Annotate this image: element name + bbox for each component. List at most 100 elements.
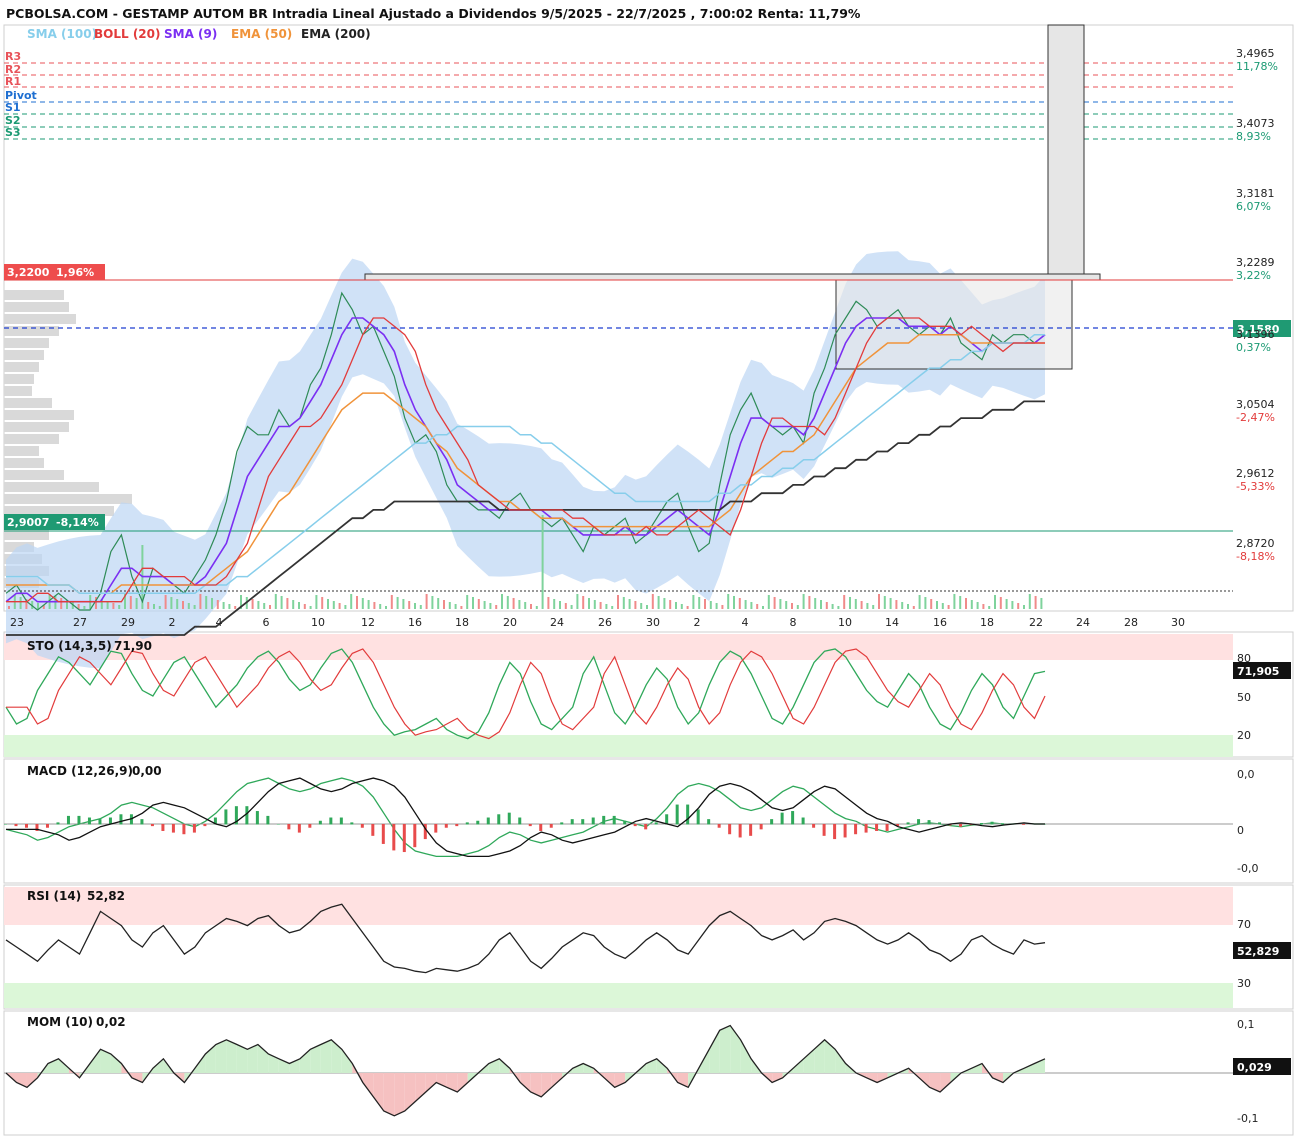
volume-bar xyxy=(808,596,811,609)
ind-mom-fill xyxy=(404,1073,416,1111)
ind-mom-fill xyxy=(572,1063,584,1073)
x-tick-5: 6 xyxy=(263,616,270,629)
high-tag-pct: 1,96% xyxy=(56,266,94,279)
price-tick-pct-6: -5,33% xyxy=(1236,480,1275,493)
volume-bar xyxy=(611,606,614,609)
ind-mom-fill xyxy=(289,1058,300,1073)
volume-bar xyxy=(106,601,109,609)
volume-bar xyxy=(825,602,828,609)
volume-bar xyxy=(153,604,155,609)
ind-mom-fill xyxy=(131,1073,143,1083)
ind-macd-hist xyxy=(927,820,931,825)
ind-macd-hist xyxy=(801,817,805,825)
volume-bar xyxy=(164,595,167,609)
rsi-label: RSI (14) xyxy=(27,889,81,903)
ind-mom-fill xyxy=(740,1039,752,1073)
volume-bar xyxy=(286,598,289,609)
ind-mom-fill xyxy=(814,1039,825,1073)
volume-bar xyxy=(60,598,63,609)
legend-sma9: SMA (9) xyxy=(164,27,217,41)
pivot-lines xyxy=(4,62,1233,140)
volume-bar xyxy=(646,605,648,609)
volume-bar xyxy=(756,604,759,609)
price-tick-4: 3,1396 xyxy=(1236,328,1275,341)
pivot-label-s2: S2 xyxy=(5,114,21,127)
volume-bar xyxy=(187,603,190,609)
last-tag-value: 3,1580 xyxy=(1237,323,1280,336)
volume-bar xyxy=(698,597,701,609)
sto-oversold-band xyxy=(4,735,1233,757)
ind-macd-hist xyxy=(749,824,753,836)
volume-profile-bar-0 xyxy=(4,290,64,300)
x-tick-23: 28 xyxy=(1124,616,1138,629)
ind-macd-hist xyxy=(66,815,70,825)
volume-bar xyxy=(715,603,718,609)
volume-bar xyxy=(385,606,387,609)
volume-bar xyxy=(234,606,237,609)
ind-mom-fill xyxy=(803,1049,815,1073)
volume-bar xyxy=(350,594,353,609)
volume-bar xyxy=(883,596,886,609)
ind-macd-hist xyxy=(203,824,207,827)
volume-bar xyxy=(448,602,451,609)
volume-bar xyxy=(947,605,950,609)
volume-bar xyxy=(1023,605,1025,609)
ind-macd-hist xyxy=(654,822,658,825)
volume-bar xyxy=(622,597,625,609)
ind-macd-hist xyxy=(339,817,343,825)
volume-bar xyxy=(976,602,979,609)
volume-bar xyxy=(402,599,405,609)
ind-macd-hist xyxy=(906,822,910,825)
ind-mom-fill xyxy=(656,1058,668,1073)
volume-bar xyxy=(292,600,295,609)
ind-macd-hist xyxy=(528,824,532,827)
volume-bar xyxy=(930,599,933,609)
ind-macd-hist xyxy=(77,815,81,825)
ind-macd-hist xyxy=(413,824,417,848)
ind-macd-hist xyxy=(234,806,238,825)
volume-bar xyxy=(820,600,822,609)
volume-bar xyxy=(709,601,712,609)
macd-label: MACD (12,26,9) xyxy=(27,764,133,778)
volume-bar xyxy=(379,604,382,609)
volume-bar xyxy=(425,594,428,609)
ind-macd-hist xyxy=(255,811,259,825)
ind-mom-fill xyxy=(236,1044,248,1073)
volume-bar xyxy=(332,601,335,609)
volume-bar xyxy=(182,601,184,609)
volume-bar xyxy=(959,596,962,609)
x-tick-10: 20 xyxy=(503,616,517,629)
resistance-box xyxy=(364,273,1101,281)
volume-bar xyxy=(118,605,121,609)
volume-bar xyxy=(535,606,538,609)
volume-bar xyxy=(263,603,266,609)
volume-bar xyxy=(791,603,793,609)
volume-bar xyxy=(95,597,97,609)
macd-tick-zero: 0 xyxy=(1237,824,1244,837)
rsi-tick-30: 30 xyxy=(1237,977,1251,990)
macd-tick-top: 0,0 xyxy=(1237,768,1255,781)
x-tick-8: 16 xyxy=(408,616,422,629)
ind-macd-hist xyxy=(581,819,585,825)
volume-bar xyxy=(686,606,689,609)
ind-mom-fill xyxy=(929,1073,941,1092)
ind-macd-hist xyxy=(623,820,627,825)
volume-bar xyxy=(593,600,596,609)
price-tick-pct-5: -2,47% xyxy=(1236,411,1275,424)
sto-overbought-band xyxy=(4,634,1233,660)
x-tick-12: 26 xyxy=(598,616,612,629)
ind-macd-hist xyxy=(602,815,606,825)
volume-bar xyxy=(680,604,683,609)
volume-bar xyxy=(443,600,445,609)
sto-tick-50: 50 xyxy=(1237,691,1251,704)
ind-macd-hist xyxy=(276,824,280,825)
last-tag-bg xyxy=(1233,320,1291,337)
volume-bar xyxy=(274,594,277,609)
volume-bar xyxy=(100,599,103,609)
volume-bar xyxy=(901,602,904,609)
legend: SMA (100) BOLL (20) SMA (9) EMA (50) EMA… xyxy=(27,27,371,41)
volume-bar xyxy=(158,606,161,609)
volume-bar xyxy=(367,600,370,609)
ind-mom-fill xyxy=(1024,1063,1035,1073)
volume-bar xyxy=(466,595,469,609)
